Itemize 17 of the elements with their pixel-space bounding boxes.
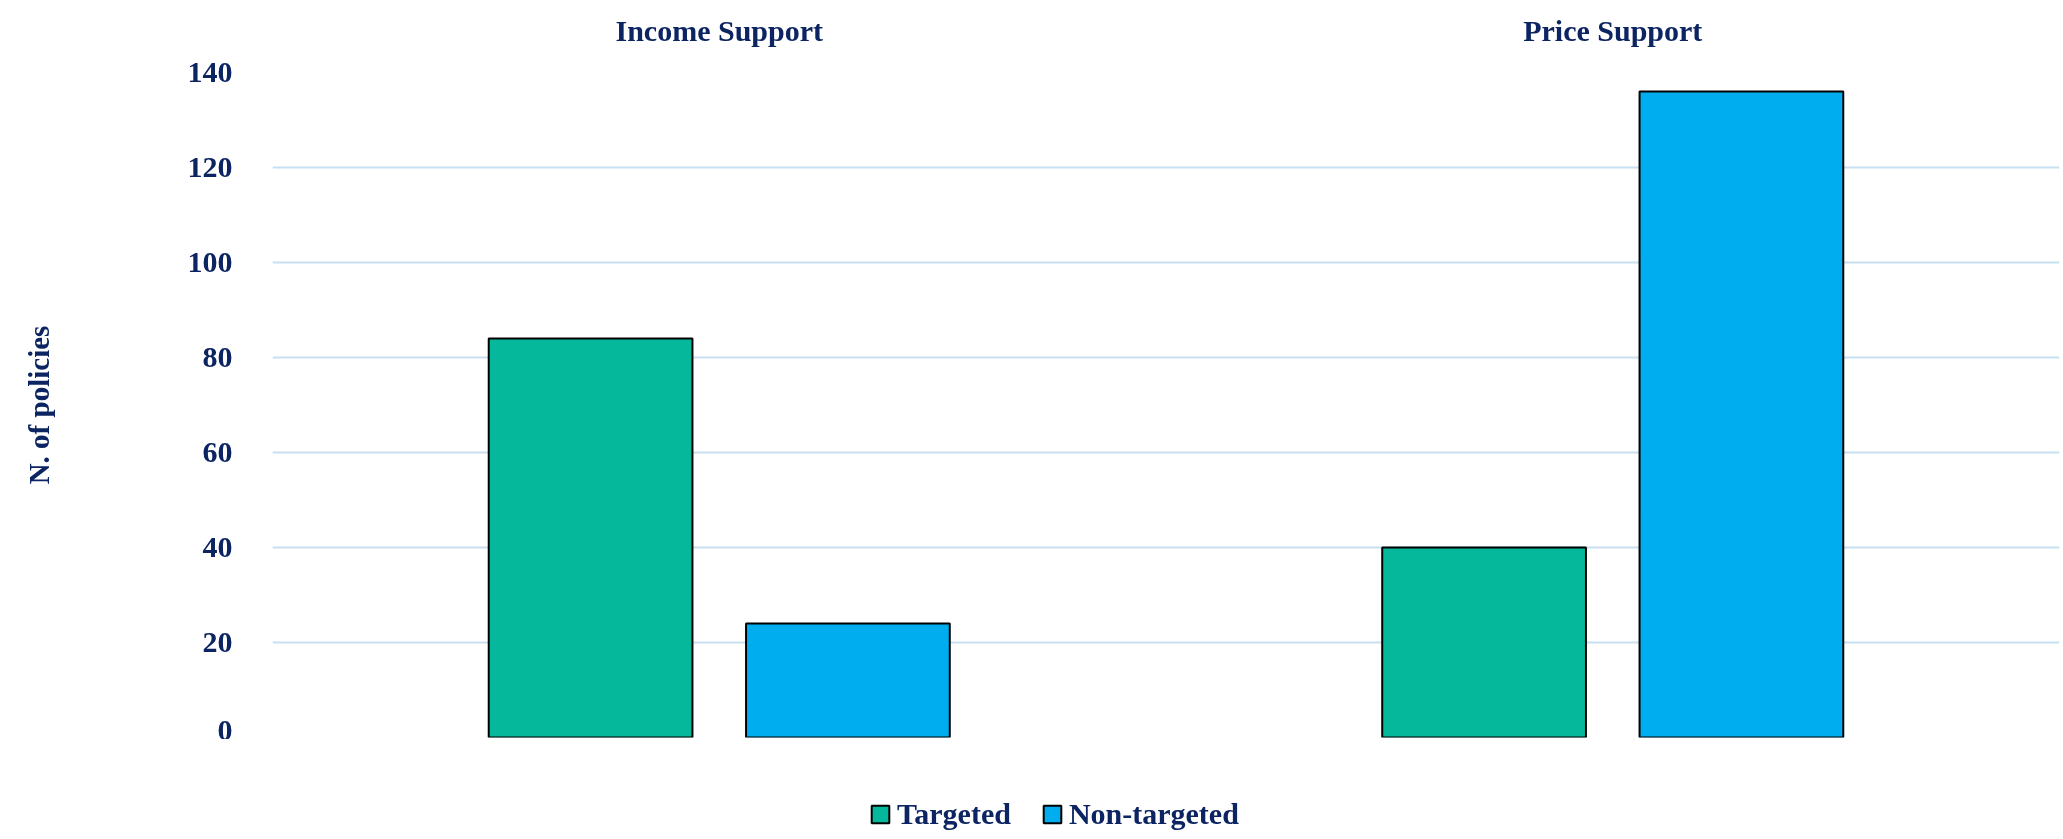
legend-label: Targeted — [897, 797, 1011, 831]
bar — [487, 337, 694, 738]
y-tick-label: 140 — [187, 55, 233, 88]
y-tick-label: 60 — [202, 435, 233, 468]
bar — [1638, 90, 1845, 738]
y-axis-title: N. of policies — [22, 325, 55, 485]
bar — [1381, 546, 1587, 738]
bar — [745, 622, 951, 738]
x-tick-label: Price Support — [1523, 13, 1703, 47]
y-tick-label: 0 — [217, 712, 233, 746]
y-tick-label: 100 — [187, 245, 233, 278]
y-tick-label: 120 — [187, 150, 233, 183]
legend-label: Non-targeted — [1068, 797, 1239, 831]
x-tick-label: Income Support — [615, 13, 824, 47]
y-tick-label: 80 — [202, 340, 233, 373]
y-tick-label: 40 — [202, 530, 233, 563]
y-tick-label: 20 — [202, 625, 233, 658]
